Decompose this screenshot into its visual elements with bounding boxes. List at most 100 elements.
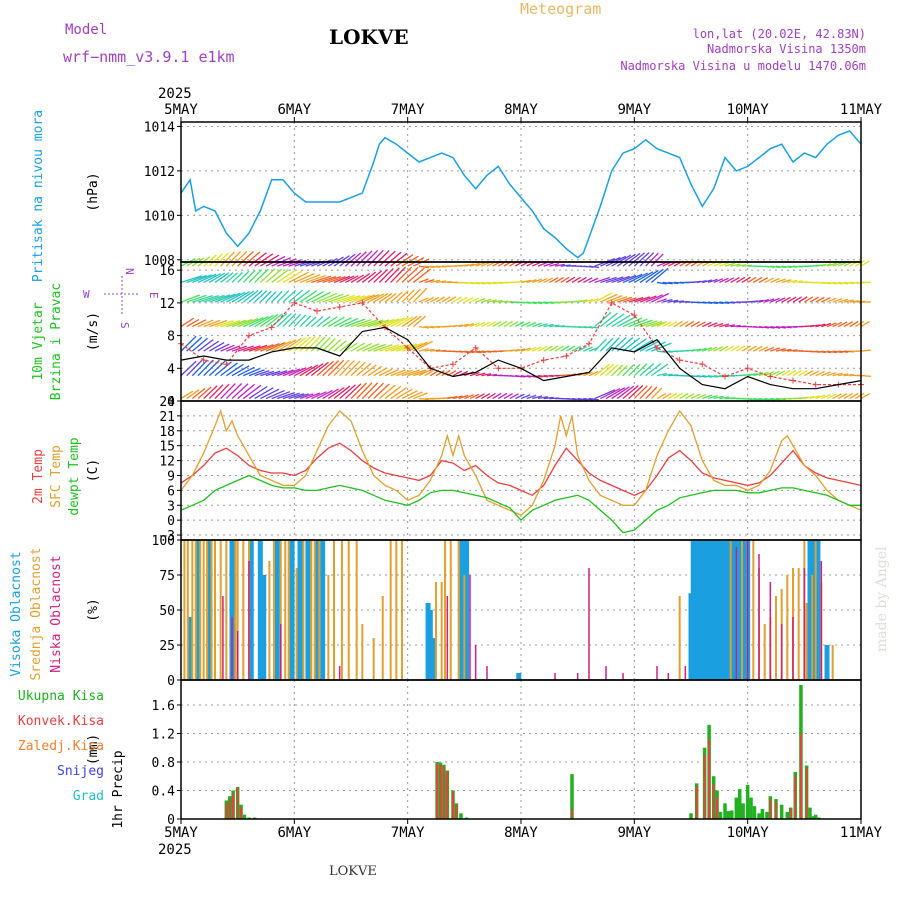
cloud-mid-bar	[206, 540, 209, 680]
wind-vector	[696, 375, 707, 378]
wind-vector	[203, 319, 221, 328]
wind-vector	[645, 294, 663, 303]
cloud-high-bar	[297, 540, 303, 680]
wind-vector	[707, 346, 718, 352]
cloud-mid-bar	[340, 540, 343, 680]
wind-vector	[860, 320, 870, 328]
wind-vector	[594, 363, 610, 377]
wind-vector	[361, 382, 379, 400]
wind-vector	[265, 370, 281, 377]
wind-vector	[277, 369, 294, 377]
wind-vector	[418, 347, 429, 352]
wind-vector	[826, 393, 837, 400]
wind-vector	[384, 267, 400, 283]
wind-vector	[333, 385, 351, 400]
wind-vector	[452, 370, 463, 377]
wind-vector	[639, 269, 659, 283]
wind-vector	[191, 359, 208, 377]
wind-vector	[713, 346, 723, 352]
cloud-mid-bar	[268, 561, 271, 680]
cloud-high-bar	[289, 540, 295, 680]
wind-vector	[191, 387, 206, 400]
cloud-mid-bar	[831, 645, 834, 680]
precip-ytick-label: 0	[167, 813, 175, 828]
wind-vector	[730, 324, 741, 328]
pressure-ytick-label: 1014	[144, 120, 175, 135]
wind-vector	[254, 290, 268, 303]
wind-vector	[815, 394, 826, 400]
wind-vector	[469, 322, 480, 328]
cloud-mid-bar	[191, 540, 194, 680]
wind-vector	[515, 348, 526, 352]
wind-vector	[809, 324, 820, 328]
cloud-high-bar	[430, 638, 436, 680]
wind-vector	[838, 281, 849, 285]
wind-vector	[333, 255, 350, 267]
wind-vector	[826, 350, 837, 354]
wind-vector	[809, 296, 819, 303]
cloud-high-bar	[716, 540, 722, 680]
wind-vector	[203, 340, 220, 352]
wind-vector	[237, 290, 255, 303]
wind-vector	[515, 321, 525, 328]
cloud-high-bar	[320, 540, 326, 680]
wind-vector	[214, 343, 230, 352]
wind-vector	[826, 371, 837, 377]
cloud-high-bar	[248, 540, 254, 680]
wind-vector	[787, 279, 798, 284]
wind-vector	[288, 289, 304, 303]
x-day-label-bottom: 5MAY	[164, 825, 198, 841]
wind-vector	[243, 345, 261, 352]
wind-vector	[639, 385, 653, 400]
wind-vector	[276, 290, 290, 303]
wind-vector	[362, 343, 380, 352]
wind-vector	[305, 316, 317, 328]
wind-vector	[809, 395, 820, 400]
wind-vector	[838, 392, 848, 400]
wind-vector	[758, 397, 769, 401]
wind-vector	[645, 252, 659, 267]
wind-vector	[333, 294, 356, 303]
wind-gust-point	[223, 361, 230, 368]
wind-vector	[713, 375, 724, 378]
wind-vector	[781, 265, 792, 269]
wind-vector	[316, 259, 332, 267]
wind-vector	[446, 296, 457, 303]
cloud-mid-bar	[236, 540, 239, 680]
wind-vector	[492, 320, 502, 328]
wind-vector	[356, 294, 376, 303]
cloud-low-bar	[222, 596, 224, 680]
cloud-mid-bar	[372, 638, 375, 680]
wind-vector	[821, 350, 832, 354]
wind-vector	[832, 262, 843, 267]
wind-vector	[713, 261, 724, 267]
cloud-mid-bar	[313, 540, 316, 680]
wind-vector	[611, 254, 632, 267]
wind-vector	[430, 279, 441, 284]
compass-s: S	[118, 322, 131, 329]
wind-vector	[622, 317, 643, 328]
temperature-ytick-label: 15	[159, 440, 175, 455]
wind-vector	[571, 397, 582, 401]
wind-vector	[242, 251, 261, 267]
wind-vector	[537, 396, 548, 400]
wind-vector	[373, 318, 395, 328]
precip-total-bar	[730, 810, 734, 819]
wind-vector	[282, 270, 303, 284]
wind-vector	[186, 319, 200, 328]
temperature-ytick-label: 9	[167, 469, 175, 484]
wind-vector	[537, 323, 548, 328]
wind-vector	[577, 276, 587, 284]
wind-vector	[549, 324, 560, 328]
wind-vector	[407, 391, 423, 400]
precip-legend-item: Ukupna Kisa	[18, 689, 104, 704]
wind-vector	[843, 299, 854, 303]
wind-vector	[226, 291, 246, 303]
wind-vector	[464, 323, 475, 328]
wind-vector	[452, 324, 463, 328]
wind-ytick-label: 8	[167, 330, 175, 345]
wind-vector	[543, 277, 553, 284]
wind-vector	[481, 298, 492, 303]
wind-vector	[821, 322, 832, 328]
wind-vector	[475, 262, 486, 267]
